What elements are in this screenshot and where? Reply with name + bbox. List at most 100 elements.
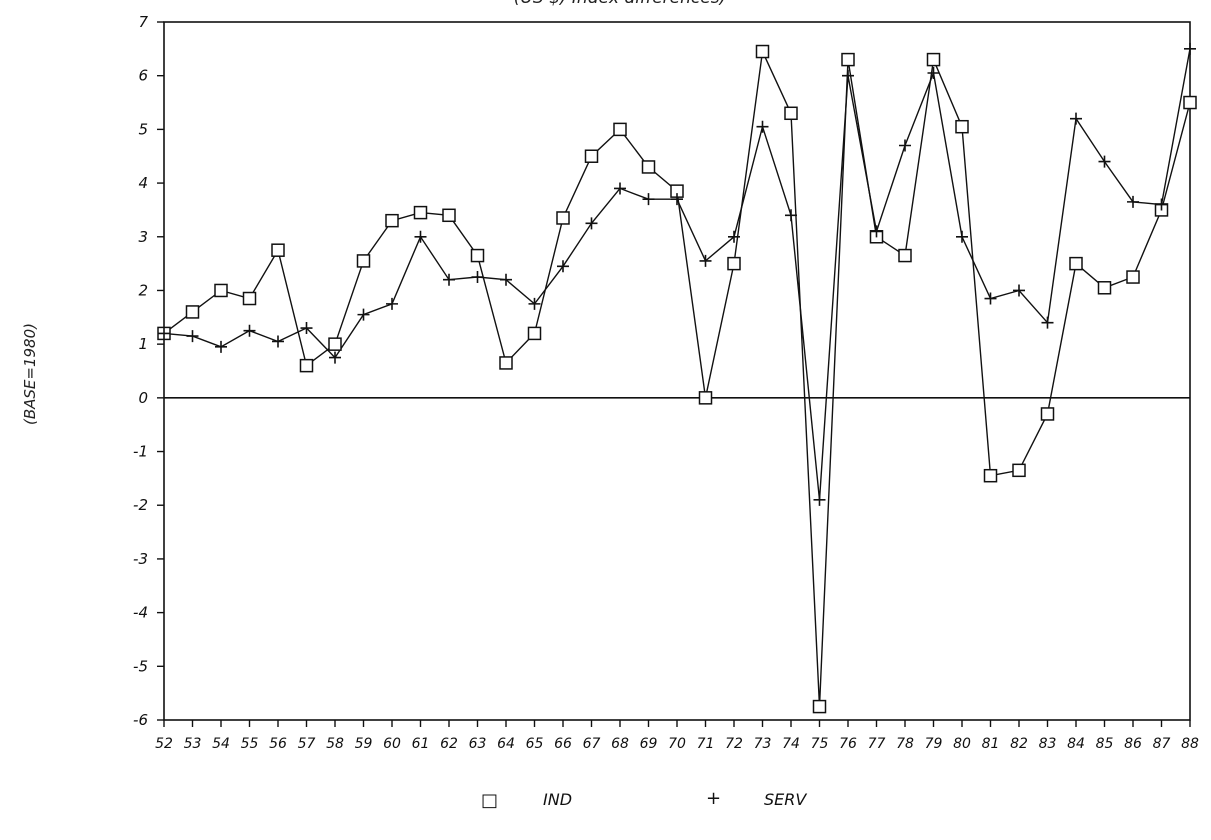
point-ind: [955, 119, 969, 134]
point-ind: [556, 211, 570, 225]
y-tick-label: -3: [133, 550, 148, 568]
x-tick-label: 53: [184, 736, 202, 752]
point-serv: [785, 209, 797, 222]
y-tick-label: 2: [138, 281, 148, 299]
x-tick-label: 59: [355, 736, 373, 752]
series-lines: [163, 48, 1191, 707]
plot-frame: [163, 21, 1191, 721]
x-tick-label: 79: [925, 736, 943, 752]
point-ind: [584, 149, 599, 163]
point-ind: [613, 122, 627, 137]
y-tick-label: 4: [138, 174, 148, 192]
x-tick-label: 73: [754, 736, 772, 752]
x-tick-label: 56: [269, 736, 287, 752]
point-serv: [386, 297, 398, 310]
point-ind: [413, 205, 428, 220]
point-ind: [356, 254, 371, 268]
point-serv: [1155, 198, 1168, 211]
x-tick-label: 69: [640, 736, 658, 752]
x-tick-label: 64: [497, 736, 515, 752]
y-axis-ticks: 7 6 5 4 3 2 1 0 -1 -2 -3 -4 -5 -6: [133, 13, 164, 729]
point-ind: [898, 248, 912, 263]
x-tick-label: 85: [1096, 736, 1114, 752]
x-tick-label: 71: [697, 736, 715, 752]
plot-border: [163, 21, 1191, 721]
legend-plus-marker: +: [706, 788, 722, 809]
point-ind: [641, 160, 656, 174]
x-tick-label: 74: [782, 736, 800, 752]
point-serv: [528, 297, 541, 310]
point-serv: [215, 340, 227, 353]
x-tick-label: 76: [839, 736, 857, 752]
x-tick-label: 78: [896, 736, 914, 752]
point-ind: [271, 243, 285, 257]
y-tick-label: -1: [133, 443, 148, 461]
point-serv: [1127, 195, 1139, 208]
x-tick-label: 66: [554, 736, 572, 752]
point-serv: [642, 193, 655, 206]
y-tick-label: -4: [133, 604, 148, 622]
point-ind: [926, 52, 941, 67]
point-ind: [1097, 281, 1112, 295]
point-serv: [443, 273, 455, 286]
chart-title: (US $) Index differences): [360, 0, 880, 8]
x-tick-label: 75: [811, 736, 829, 752]
point-serv: [1013, 284, 1025, 297]
x-tick-label: 70: [668, 736, 686, 752]
point-ind: [470, 248, 485, 263]
point-serv: [728, 230, 740, 243]
point-ind: [1126, 270, 1140, 284]
x-tick-label: 62: [440, 736, 458, 752]
y-tick-label: -6: [133, 711, 148, 729]
point-serv: [158, 327, 170, 340]
point-serv: [1070, 112, 1082, 125]
x-tick-label: 82: [1010, 736, 1028, 752]
point-serv: [1041, 316, 1054, 329]
point-serv: [842, 69, 854, 82]
point-serv: [699, 254, 712, 267]
x-tick-label: 83: [1039, 736, 1057, 752]
point-ind: [499, 356, 513, 370]
point-ind: [727, 256, 741, 271]
point-serv: [614, 182, 626, 195]
point-ind: [983, 468, 998, 483]
x-tick-label: 80: [953, 736, 971, 752]
x-tick-label: 87: [1153, 736, 1171, 752]
point-serv: [357, 308, 370, 321]
y-tick-label: 7: [138, 13, 148, 31]
point-serv: [243, 324, 256, 337]
x-tick-label: 57: [298, 736, 316, 752]
point-serv: [870, 225, 883, 238]
x-tick-label: 61: [412, 736, 430, 752]
series-line-ind: [163, 49, 1191, 707]
x-tick-label: 77: [868, 736, 886, 752]
point-ind: [1069, 256, 1083, 271]
x-tick-label: 65: [526, 736, 544, 752]
point-serv: [813, 493, 826, 506]
point-serv: [300, 322, 313, 335]
x-tick-label: 58: [326, 736, 344, 752]
series-line-serv: [163, 48, 1191, 500]
legend-label-serv: SERV: [764, 790, 807, 809]
x-tick-label: 67: [583, 736, 601, 752]
point-ind: [299, 358, 314, 373]
point-ind: [1040, 407, 1055, 421]
legend-label-ind: IND: [543, 790, 573, 809]
point-serv: [585, 217, 598, 230]
x-tick-label: 54: [212, 736, 230, 752]
point-ind: [385, 213, 399, 228]
point-serv: [186, 330, 199, 343]
point-serv: [899, 139, 911, 152]
series-markers: [157, 42, 1197, 714]
y-tick-label: 0: [138, 389, 148, 407]
point-ind: [698, 391, 713, 405]
point-serv: [1184, 42, 1196, 55]
y-tick-label: -2: [133, 496, 148, 514]
x-tick-label: 81: [982, 736, 1000, 752]
point-ind: [442, 208, 456, 223]
point-ind: [841, 52, 855, 67]
point-ind: [1012, 463, 1026, 478]
point-serv: [414, 230, 427, 243]
point-ind: [755, 44, 770, 59]
